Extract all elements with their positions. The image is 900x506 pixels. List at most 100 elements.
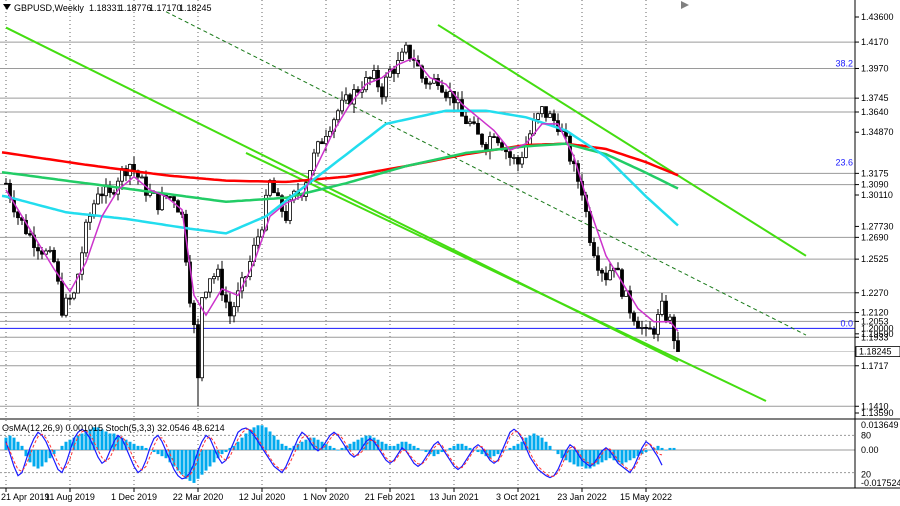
osma-bar [436,449,440,455]
osma-bar [160,449,164,457]
osma-bar [308,437,312,450]
candle-body [380,86,384,98]
candle-body [504,149,508,153]
osma-bar [412,445,416,450]
candle-body [516,157,520,165]
osma-bar [48,449,52,459]
osma-bar [672,447,676,450]
moving-averages-layer [1,56,679,332]
x-tick-label: 3 Oct 2021 [496,492,540,502]
osma-bar [456,443,460,450]
candle-body [4,182,8,185]
candle-body [168,196,172,198]
candle-body [24,219,28,235]
price-level-label: 1.1933 [861,332,889,342]
osma-bar [612,449,616,461]
candle-body [508,151,512,158]
fib-zero-axis-label: 1.20000 [861,323,894,333]
candle-body [356,89,360,93]
osma-bar [432,449,436,457]
candle-body [440,85,444,93]
stoch-d-line [5,428,663,479]
x-tick-label: 21 Feb 2021 [365,492,416,502]
candle-body [208,278,212,293]
osma-bar [120,437,124,450]
osma-bar [560,449,564,459]
osma-bar [320,441,324,450]
candle-body [656,314,660,335]
candle-body [536,113,540,120]
osma-bar [388,445,392,450]
fib-level-label: 0.0 [840,318,853,328]
osma-bar [108,433,112,450]
candle-body [608,270,612,281]
candle-body [104,186,108,197]
candle-body [468,121,472,124]
osma-bar [520,441,524,450]
osma-bar [368,435,372,450]
candle-body [628,290,632,314]
candle-body [512,157,516,159]
candle-body [640,327,644,329]
osma-bar [280,443,284,450]
osma-bar [24,449,28,457]
candle-body [100,193,104,197]
osma-bar [616,449,620,463]
x-tick-label: 1 Nov 2020 [303,492,349,502]
trend-line-1 [245,152,767,402]
osma-bar [72,437,76,450]
candle-body [200,297,204,379]
oscillator-axis-label: 80 [861,430,871,440]
oscillator-axis-label: 0.013649 [861,420,899,430]
candle-body [16,211,20,219]
x-tick-label: 12 Jul 2020 [239,492,286,502]
osma-bar [636,449,640,457]
osma-bar [504,449,508,451]
candle-body [64,297,68,316]
candle-body [596,255,600,271]
osma-bar [464,445,468,450]
price-level-label: 1.2053 [861,316,889,326]
candle-body [588,211,592,243]
osma-bar [192,449,196,483]
current-price-tag [855,346,900,357]
grid-layer [5,0,647,488]
osma-bar [40,449,44,467]
osma-bar [200,449,204,475]
osma-bar [92,427,96,450]
osma-bar [96,427,100,450]
osma-bar [540,437,544,450]
chart-header-high: 1.18776 [119,3,152,13]
osma-bar [296,443,300,450]
osma-bar [600,449,604,463]
scroll-right-button[interactable] [678,0,692,10]
candle-body [472,121,476,124]
candle-body [284,211,288,221]
candle-body [96,193,100,205]
candle-body [288,199,292,221]
price-level-label: 1.2690 [861,232,889,242]
price-level-label: 1.3090 [861,180,889,190]
osma-bar [68,439,72,450]
osma-bar [452,445,456,450]
chart-header-close: 1.18245 [179,3,212,13]
osma-bar [644,449,648,453]
candle-body [320,141,324,145]
price-level-label: 1.3970 [861,63,889,73]
osma-bar [380,441,384,450]
symbol-menu-icon[interactable] [3,4,11,10]
osma-bar [348,443,352,450]
candle-body [428,82,432,85]
candle-body [404,44,408,53]
candle-body [256,236,260,246]
osma-bar [136,445,140,450]
osma-bar [240,437,244,450]
osma-bar [76,435,80,450]
candle-body [496,136,500,144]
x-tick-label: 13 Jun 2021 [429,492,479,502]
candle-body [88,215,92,223]
candle-body [212,276,216,280]
x-tick-label: 22 Mar 2020 [173,492,224,502]
